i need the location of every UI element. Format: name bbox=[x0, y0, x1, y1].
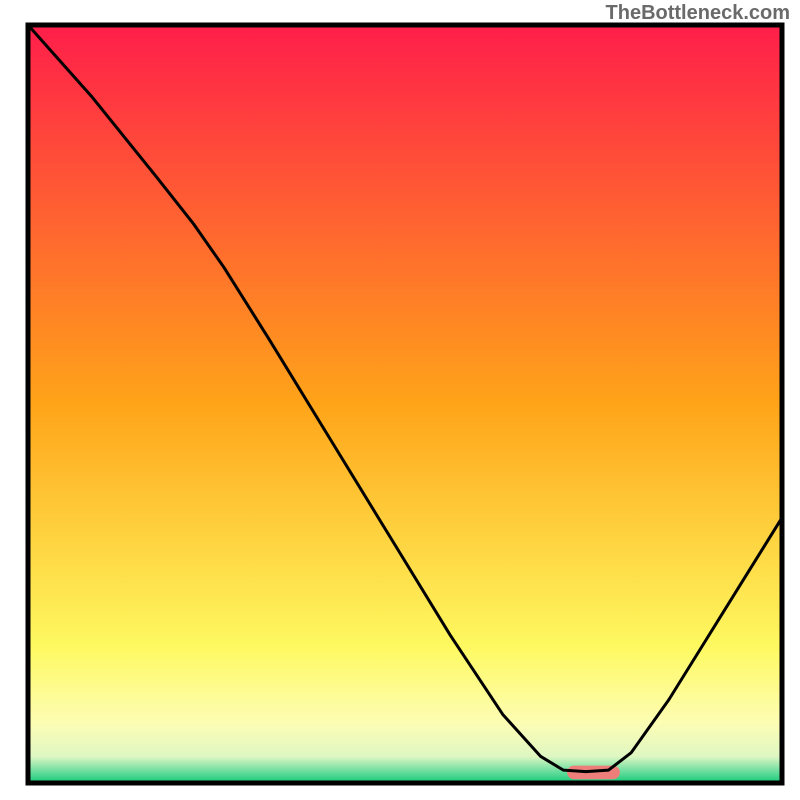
bottleneck-chart bbox=[0, 0, 800, 800]
watermark-text: TheBottleneck.com bbox=[606, 2, 790, 25]
plot-gradient-background bbox=[28, 25, 782, 783]
